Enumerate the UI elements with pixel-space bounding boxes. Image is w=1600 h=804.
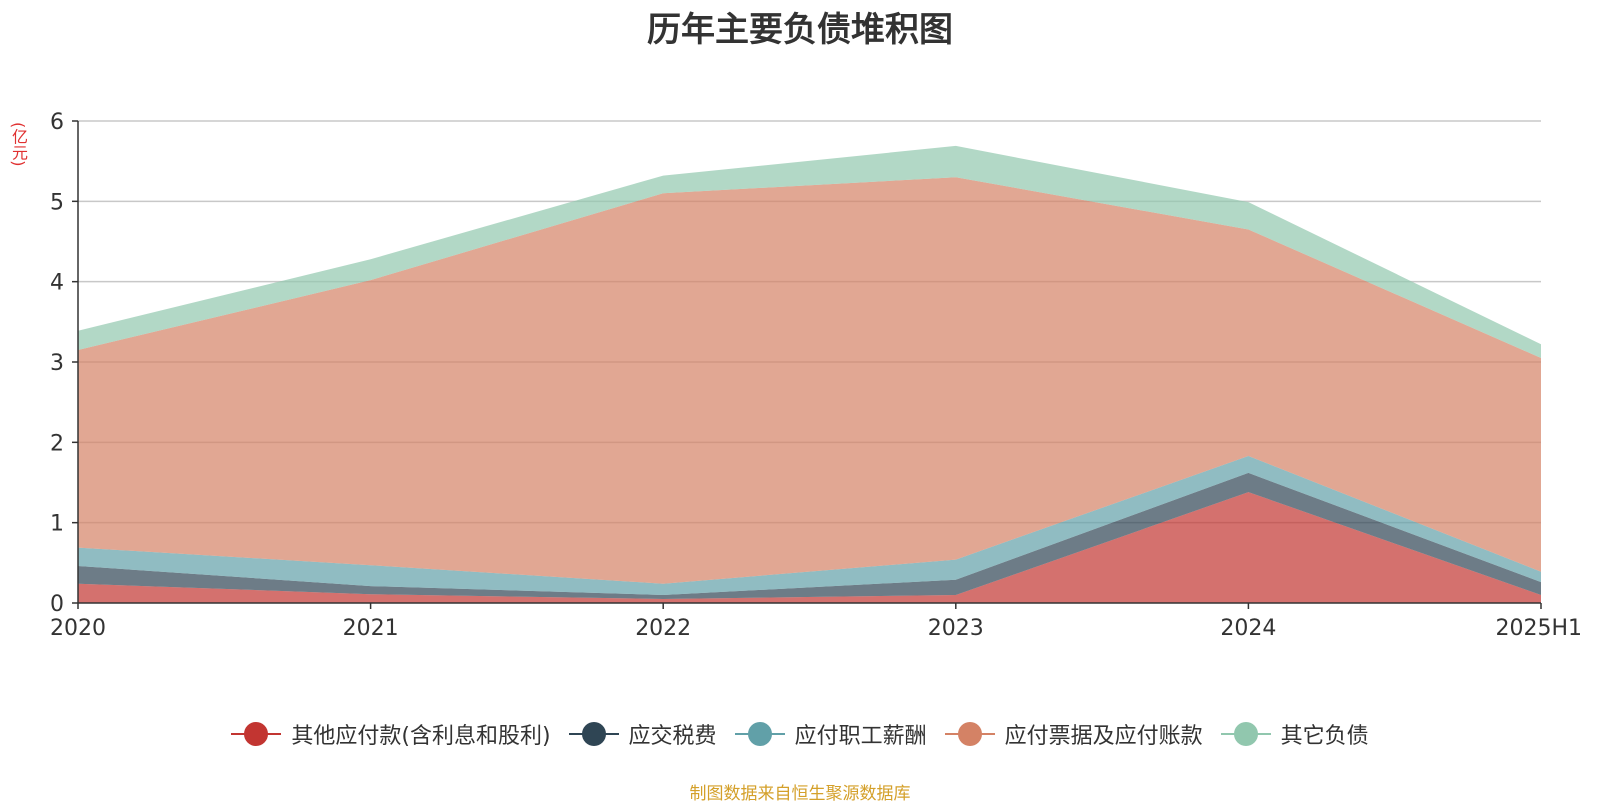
legend-item-4[interactable]: 其它负债 <box>1220 718 1369 750</box>
legend-label: 其它负债 <box>1280 724 1369 749</box>
legend-marker-icon <box>734 722 785 746</box>
legend-label: 应付职工薪酬 <box>794 724 927 749</box>
y-tick-label: 0 <box>50 592 64 617</box>
area-series-0 <box>78 492 1541 603</box>
area-series-1 <box>78 472 1541 599</box>
chart-title: 历年主要负债堆积图 <box>647 10 953 50</box>
y-tick-label: 6 <box>50 110 64 135</box>
axes <box>72 120 1542 609</box>
legend-marker-icon <box>568 722 619 746</box>
x-tick-label: 2020 <box>50 616 106 641</box>
legend-label: 应付票据及应付账款 <box>1004 724 1203 749</box>
area-series-2 <box>78 456 1541 595</box>
data-source-note: 制图数据来自恒生聚源数据库 <box>689 784 911 804</box>
legend-marker-icon <box>944 722 995 746</box>
x-tick-label: 2022 <box>635 616 691 641</box>
legend-item-3[interactable]: 应付票据及应付账款 <box>944 718 1203 750</box>
x-tick-label: 2021 <box>343 616 399 641</box>
legend-item-1[interactable]: 应交税费 <box>568 718 717 750</box>
chart-legend: 其他应付款(含利息和股利) 应交税费 应付职工薪酬 应付票据及应付账款 其它负债 <box>0 718 1600 750</box>
y-tick-label: 3 <box>50 351 64 376</box>
tick-labels: 0 1 2 3 4 5 6 2020 2021 2022 2023 2024 2025H1 <box>50 110 1582 641</box>
legend-label: 其他应付款(含利息和股利) <box>291 724 551 749</box>
legend-item-0[interactable]: 其他应付款(含利息和股利) <box>231 718 551 750</box>
x-tick-label: 2024 <box>1220 616 1276 641</box>
area-series-4 <box>78 145 1541 358</box>
area-series <box>78 145 1541 603</box>
y-axis-unit-label: (亿元) <box>9 122 28 167</box>
legend-marker-icon <box>1220 722 1271 746</box>
x-tick-label: 2023 <box>928 616 984 641</box>
legend-item-2[interactable]: 应付职工薪酬 <box>734 718 927 750</box>
y-tick-label: 5 <box>50 190 64 215</box>
legend-marker-icon <box>231 722 282 746</box>
x-tick-label: 2025H1 <box>1495 616 1582 641</box>
y-tick-label: 4 <box>50 271 64 296</box>
area-series-3 <box>78 177 1541 584</box>
y-tick-label: 2 <box>50 431 64 456</box>
legend-label: 应交税费 <box>628 724 717 749</box>
y-tick-label: 1 <box>50 512 64 537</box>
